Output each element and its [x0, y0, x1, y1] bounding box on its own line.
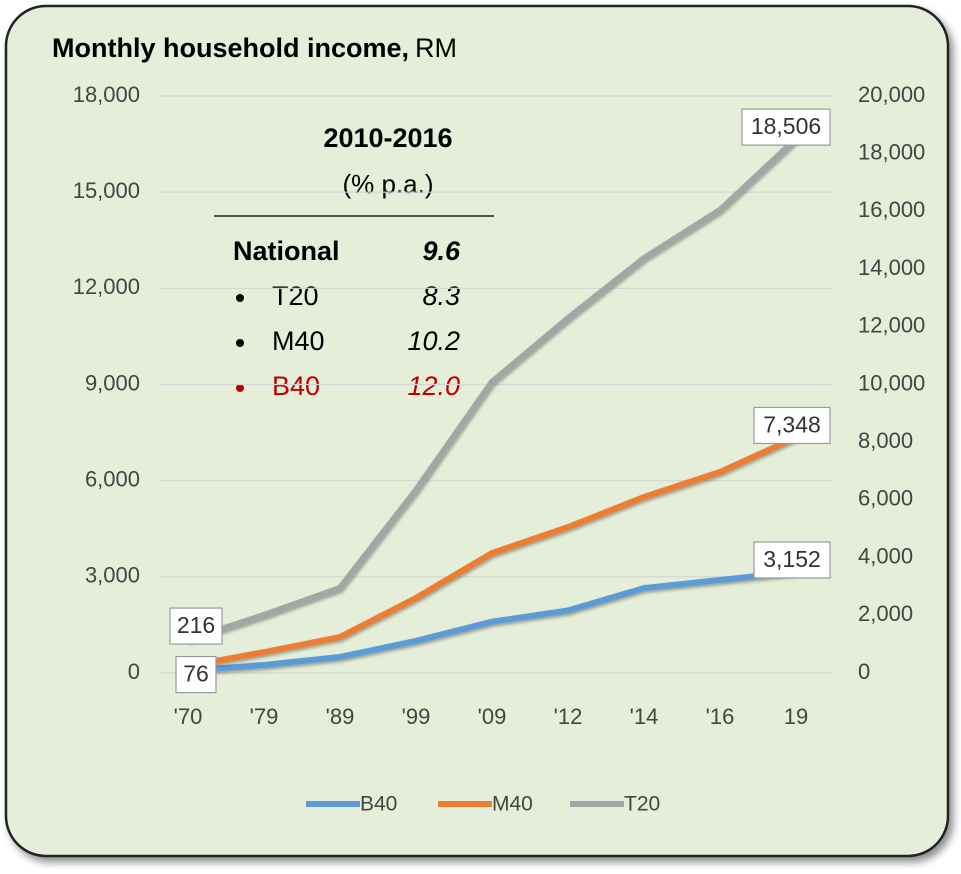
inset-row-value: 12.0: [407, 371, 460, 401]
y2-tick-label: 16,000: [858, 197, 925, 222]
inset-row-value: 9.6: [422, 236, 461, 266]
inset-bullet: [236, 384, 244, 392]
value-label-box: [753, 406, 831, 445]
inset-row-name: M40: [272, 326, 325, 356]
title-unit: RM: [415, 33, 457, 63]
legend-label: T20: [624, 793, 660, 816]
y2-tick-label: 18,000: [858, 140, 925, 165]
y2-tick-label: 0: [858, 659, 870, 684]
title-main: Monthly household income,: [52, 33, 409, 63]
inset-row-value: 10.2: [407, 326, 460, 356]
value-label-box: [169, 607, 223, 645]
y2-tick-label: 10,000: [858, 370, 925, 395]
x-tick-label: '79: [250, 704, 279, 729]
value-label-box: [175, 655, 217, 694]
inset-row-name: B40: [272, 371, 320, 401]
y-tick-label: 15,000: [73, 178, 140, 203]
series-line: [187, 568, 797, 674]
inset-row-value: 8.3: [422, 281, 460, 311]
panel: [4, 4, 950, 858]
inset-title: 2010-2016: [323, 123, 452, 153]
x-tick-label: '89: [326, 704, 355, 729]
y2-tick-label: 14,000: [858, 255, 925, 280]
value-label-box: [753, 541, 831, 579]
inset-bullet: [236, 339, 244, 347]
y2-tick-label: 12,000: [858, 313, 925, 338]
y2-tick-label: 2,000: [858, 601, 913, 626]
inset-bullet: [236, 294, 244, 302]
y2-tick-label: 20,000: [858, 82, 925, 107]
x-tick-label: '70: [174, 704, 203, 729]
x-tick-label: '16: [706, 704, 735, 729]
value-label: 7,348: [763, 412, 821, 438]
y2-tick-label: 4,000: [858, 543, 913, 568]
y-tick-label: 9,000: [85, 370, 140, 395]
inset: 2010-2016 (% p.a.) National 9.6 T20 8.3 M40 1…: [214, 123, 494, 401]
chart-title: Monthly household income, RM: [52, 33, 457, 63]
value-label: 18,506: [751, 113, 821, 139]
y-tick-label: 6,000: [85, 466, 140, 491]
inset-subtitle: (% p.a.): [342, 169, 433, 199]
x-tick-label: '12: [554, 704, 583, 729]
value-label: 216: [177, 612, 215, 638]
inset-row-name: T20: [272, 281, 319, 311]
y2-tick-label: 8,000: [858, 428, 913, 453]
y-tick-label: 3,000: [85, 563, 140, 588]
inset-row-name: National: [233, 236, 340, 266]
value-label: 3,152: [763, 546, 821, 572]
y-tick-label: 18,000: [73, 82, 140, 107]
x-tick-label: 19: [784, 704, 808, 729]
value-label: 76: [183, 661, 209, 687]
value-label-box: [741, 108, 831, 146]
series-line: [187, 434, 798, 670]
y-tick-label: 12,000: [73, 274, 140, 299]
legend-label: M40: [492, 793, 533, 816]
y-tick-label: 0: [128, 659, 140, 684]
x-tick-label: '99: [402, 704, 431, 729]
series-line: [187, 136, 799, 643]
x-tick-label: '09: [478, 704, 507, 729]
legend-label: B40: [360, 793, 397, 816]
y2-tick-label: 6,000: [858, 486, 913, 511]
x-tick-label: '14: [630, 704, 659, 729]
